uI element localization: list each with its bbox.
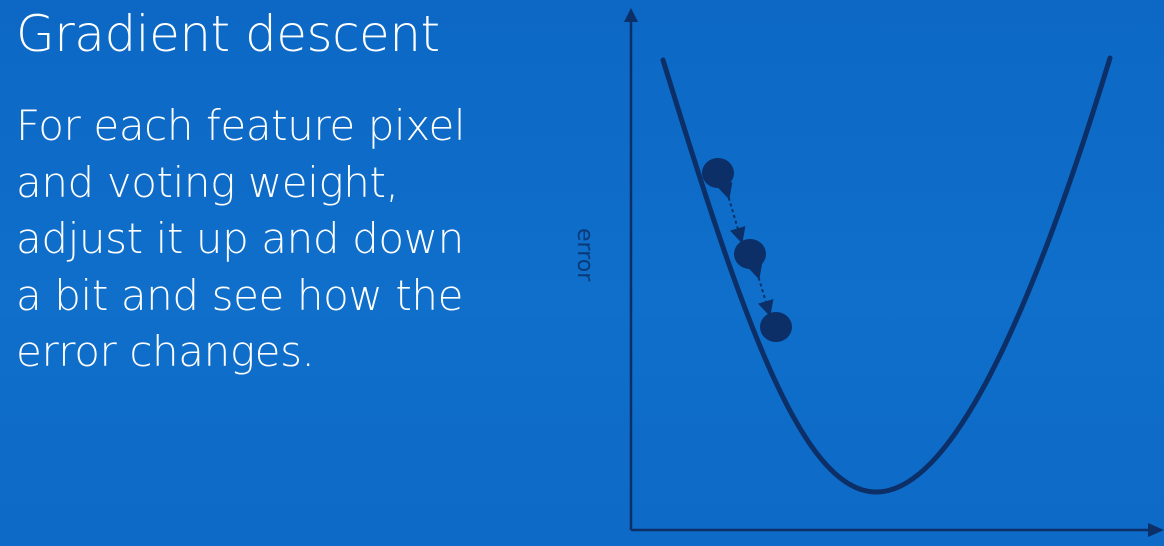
slide-body: For each feature pixel and voting weight… bbox=[16, 98, 536, 381]
y-axis-arrow-icon bbox=[624, 8, 638, 22]
descent-point-3 bbox=[760, 312, 792, 342]
error-curve bbox=[660, 55, 1113, 495]
body-line-4: a bit and see how the bbox=[16, 270, 464, 320]
body-line-5: error changes. bbox=[16, 327, 315, 376]
x-axis-arrow-icon bbox=[1148, 523, 1164, 537]
step-arrow-2 bbox=[747, 262, 774, 317]
y-axis-label: error bbox=[572, 228, 597, 282]
body-line-2: and voting weight, bbox=[16, 157, 399, 207]
step-arrow-1 bbox=[717, 182, 746, 244]
descent-point-1 bbox=[702, 158, 734, 188]
body-line-3: adjust it up and down bbox=[16, 214, 464, 263]
body-line-1: For each feature pixel bbox=[16, 101, 466, 150]
descent-point-2 bbox=[734, 239, 766, 269]
slide-title: Gradient descent bbox=[16, 5, 440, 63]
